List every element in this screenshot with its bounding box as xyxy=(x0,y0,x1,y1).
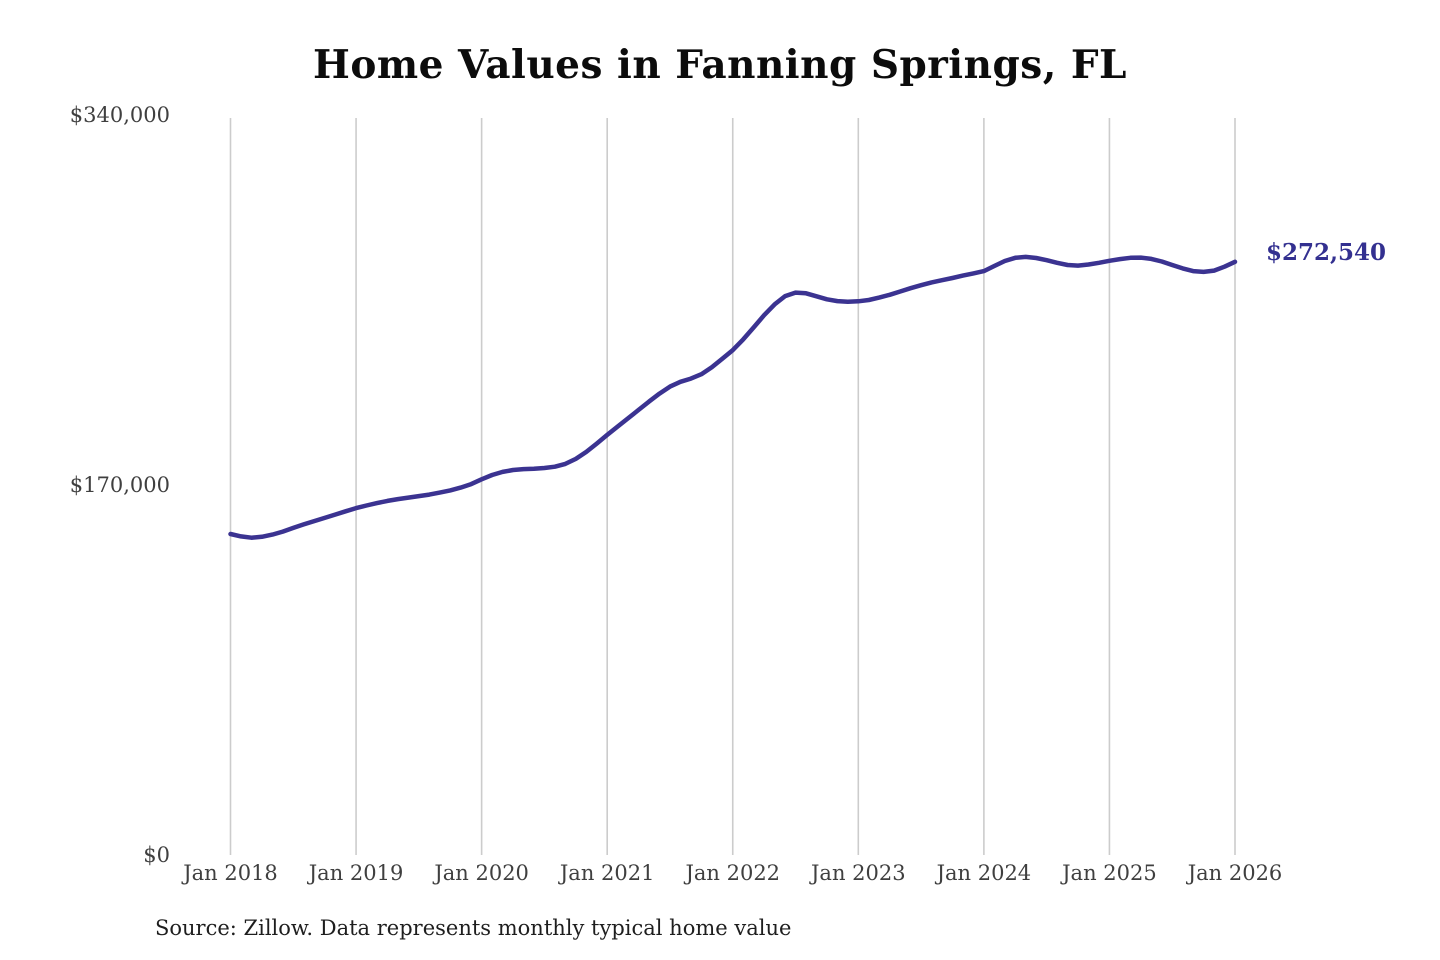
chart-title: Home Values in Fanning Springs, FL xyxy=(313,42,1127,88)
x-axis-tick-label: Jan 2022 xyxy=(683,861,780,885)
x-axis-tick-label: Jan 2026 xyxy=(1186,861,1283,885)
y-axis-tick-label: $170,000 xyxy=(70,473,170,497)
y-axis-tick-label: $340,000 xyxy=(70,103,170,127)
x-axis-tick-label: Jan 2021 xyxy=(558,861,655,885)
x-axis-tick-label: Jan 2024 xyxy=(935,861,1032,885)
x-axis-tick-label: Jan 2020 xyxy=(432,861,529,885)
x-axis-tick-label: Jan 2023 xyxy=(809,861,906,885)
home-value-series-line xyxy=(228,254,1238,540)
latest-value-label: $272,540 xyxy=(1266,239,1387,266)
y-axis-tick-label: $0 xyxy=(143,843,170,867)
x-axis-tick-label: Jan 2019 xyxy=(307,861,404,885)
source-note: Source: Zillow. Data represents monthly … xyxy=(155,916,792,940)
x-axis-tick-label: Jan 2018 xyxy=(181,861,278,885)
x-axis-tick-label: Jan 2025 xyxy=(1060,861,1157,885)
